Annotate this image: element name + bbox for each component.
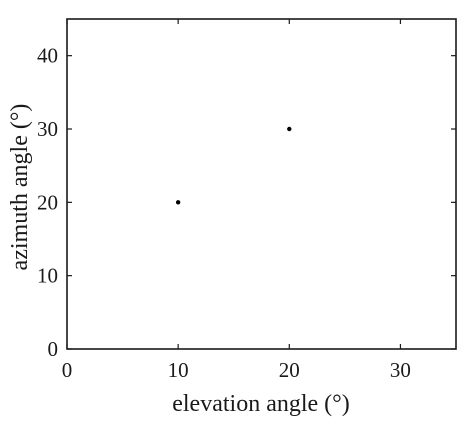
y-tick-label: 20 xyxy=(37,190,58,214)
y-tick-label: 40 xyxy=(37,44,58,68)
y-axis-ticks: 0 10 20 30 40 xyxy=(37,44,456,361)
x-tick-label: 10 xyxy=(168,358,189,382)
x-axis-label: elevation angle (°) xyxy=(172,391,350,417)
y-tick-label: 0 xyxy=(48,337,59,361)
x-tick-label: 20 xyxy=(279,358,300,382)
plot-frame xyxy=(66,18,457,350)
data-points xyxy=(175,126,292,205)
x-tick-label: 30 xyxy=(390,358,411,382)
scatter-point xyxy=(287,126,292,132)
y-tick-label: 30 xyxy=(37,117,58,141)
scatter-point xyxy=(175,200,181,205)
plot-area xyxy=(66,18,457,350)
x-axis-ticks: 0 10 20 30 xyxy=(62,19,411,382)
y-tick-label: 10 xyxy=(37,264,58,288)
y-axis-label: azimuth angle (°) xyxy=(7,104,33,271)
x-tick-label: 0 xyxy=(62,358,73,382)
